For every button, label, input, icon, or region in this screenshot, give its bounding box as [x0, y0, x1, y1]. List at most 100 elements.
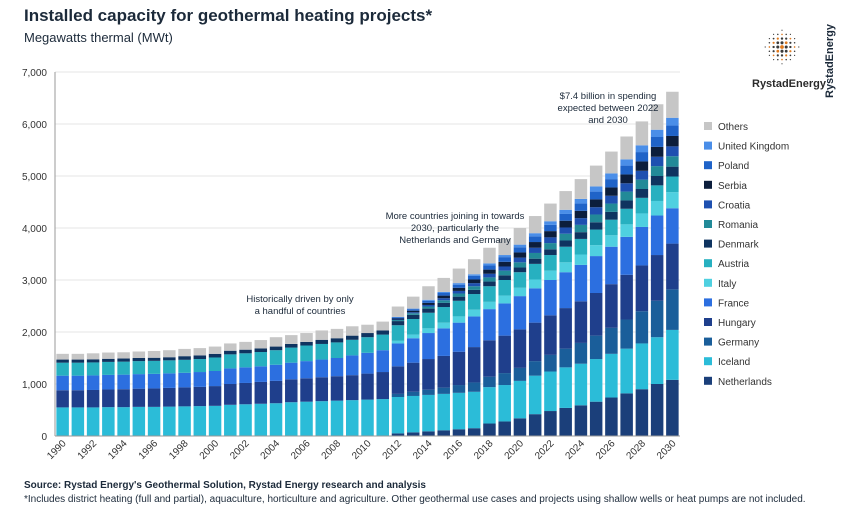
bar-segment-italy — [391, 340, 405, 344]
legend-swatch — [704, 259, 712, 268]
bar-segment-france — [666, 208, 679, 244]
legend-item-italy: Italy — [704, 278, 736, 290]
bar-segment-iceland — [544, 371, 557, 412]
bar-segment-united-kingdom — [559, 209, 572, 214]
bar-segment-others — [330, 328, 344, 339]
bar-segment-denmark — [346, 335, 359, 340]
bar-stack-2012 — [391, 306, 405, 436]
bar-segment-germany — [406, 391, 420, 396]
bar-segment-others — [285, 335, 298, 344]
bar-segment-iceland — [315, 401, 329, 436]
bar-segment-croatia — [422, 304, 435, 307]
bar-segment-iceland — [147, 406, 161, 436]
bar-segment-serbia — [589, 199, 603, 208]
bar-segment-others — [406, 296, 420, 309]
bar-segment-united-kingdom — [620, 159, 633, 166]
bar-segment-hungary — [86, 389, 100, 408]
bar-segment-austria — [254, 352, 268, 367]
bar-segment-others — [56, 353, 69, 360]
bar-segment-italy — [406, 334, 420, 339]
bar-segment-united-kingdom — [513, 244, 527, 248]
x-tick-label: 2018 — [472, 438, 496, 462]
bar-segment-denmark — [285, 343, 298, 348]
bar-segment-france — [71, 375, 85, 391]
bar-segment-austria — [605, 219, 618, 236]
bar-segment-hungary — [361, 373, 374, 400]
bar-segment-france — [178, 372, 191, 388]
bar-segment-germany — [620, 319, 633, 349]
bar-segment-denmark — [102, 358, 115, 362]
bar-segment-others — [224, 343, 237, 351]
bar-segment-others — [117, 352, 130, 359]
bar-segment-hungary — [315, 377, 329, 402]
bar-segment-romania — [589, 214, 603, 223]
y-tick-label: 4,000 — [22, 224, 47, 235]
bar-segment-france — [589, 256, 603, 293]
bar-segment-denmark — [330, 338, 344, 343]
bar-segment-austria — [86, 362, 100, 376]
bar-segment-netherlands — [650, 384, 664, 436]
bar-segment-united-kingdom — [406, 308, 420, 310]
bar-segment-serbia — [635, 161, 649, 171]
bar-stack-1997 — [163, 350, 176, 436]
bar-stack-2022 — [544, 203, 557, 436]
annotation-text: a handful of countries — [255, 306, 346, 317]
bar-segment-austria — [71, 362, 85, 376]
bar-segment-denmark — [117, 358, 130, 362]
brand-name: RystadEnergy — [752, 78, 826, 90]
bar-segment-hungary — [422, 359, 435, 390]
bar-stack-2026 — [605, 151, 618, 436]
x-tick-label: 2016 — [442, 438, 466, 462]
bar-segment-croatia — [589, 207, 603, 215]
bar-segment-others — [346, 326, 359, 336]
bar-segment-austria — [452, 300, 466, 317]
bar-segment-austria — [361, 337, 374, 353]
bar-segment-iceland — [56, 407, 69, 436]
bar-segment-austria — [513, 272, 527, 288]
bar-segment-iceland — [330, 400, 344, 436]
bar-segment-poland — [666, 125, 679, 136]
legend-item-germany: Germany — [704, 337, 759, 349]
bar-segment-netherlands — [467, 428, 481, 436]
y-tick-label: 1,000 — [22, 380, 47, 391]
bar-segment-france — [315, 359, 329, 378]
bar-segment-united-kingdom — [544, 221, 557, 225]
bar-segment-hungary — [528, 322, 542, 362]
bar-segment-hungary — [102, 389, 115, 408]
bar-segment-austria — [391, 325, 405, 341]
bar-segment-poland — [483, 265, 496, 270]
legend-item-croatia: Croatia — [704, 200, 751, 211]
y-tick-label: 5,000 — [22, 172, 47, 183]
bar-segment-netherlands — [528, 414, 542, 436]
legend-label: Hungary — [718, 318, 756, 329]
x-tick-label: 2000 — [198, 438, 222, 462]
bar-segment-others — [422, 286, 435, 300]
bar-segment-denmark — [605, 211, 618, 220]
bar-segment-germany — [605, 327, 618, 354]
bar-segment-netherlands — [559, 407, 572, 436]
bar-segment-italy — [544, 270, 557, 280]
bar-stack-2020 — [513, 228, 527, 436]
bar-segment-united-kingdom — [483, 263, 496, 266]
bar-segment-france — [406, 338, 420, 363]
bar-segment-croatia — [406, 312, 420, 314]
bar-stack-2014 — [422, 286, 435, 436]
bar-segment-hungary — [452, 351, 466, 386]
bar-segment-croatia — [635, 170, 649, 180]
bar-segment-croatia — [559, 227, 572, 234]
bar-segment-poland — [544, 224, 557, 232]
legend-swatch — [704, 357, 712, 366]
bar-segment-others — [193, 348, 207, 356]
bar-segment-austria — [147, 360, 161, 374]
bar-segment-iceland — [224, 404, 237, 436]
legend-swatch — [704, 337, 712, 346]
bar-segment-austria — [315, 343, 329, 360]
bar-segment-italy — [528, 279, 542, 289]
bar-segment-croatia — [605, 195, 618, 204]
bar-segment-croatia — [513, 257, 527, 263]
bar-segment-hungary — [330, 376, 344, 401]
bar-segment-denmark — [666, 166, 679, 177]
bar-segment-serbia — [620, 174, 633, 184]
footnote: *Includes district heating (full and par… — [24, 494, 806, 505]
